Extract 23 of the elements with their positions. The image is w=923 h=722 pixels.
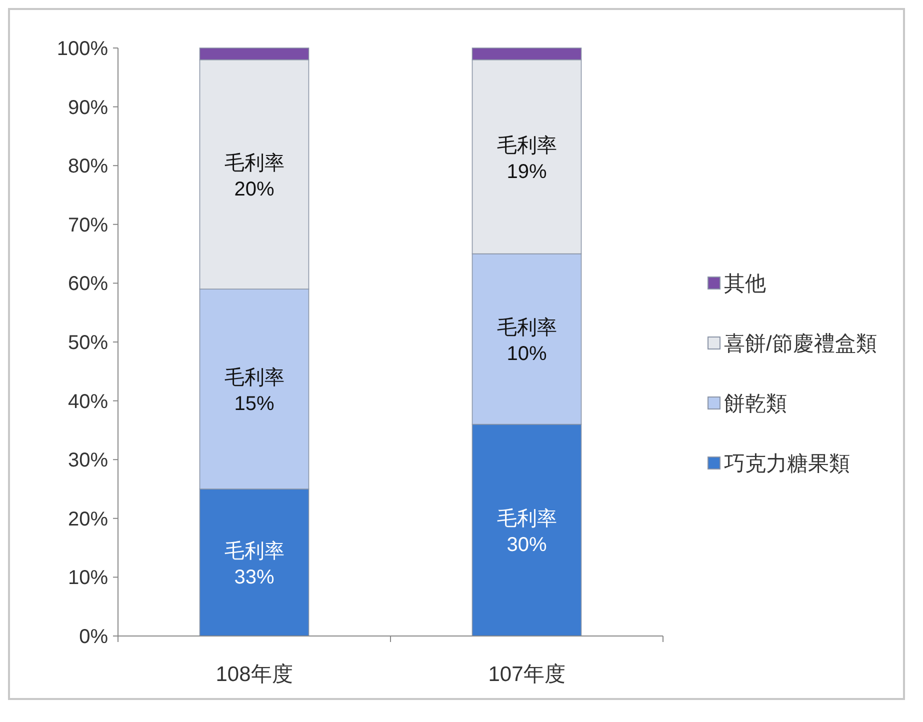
y-tick-label: 50% xyxy=(68,332,108,354)
x-tick-label: 108年度 xyxy=(216,663,293,686)
y-tick-label: 80% xyxy=(68,156,108,178)
legend-label: 巧克力糖果類 xyxy=(724,452,850,476)
legend-label: 喜餅/節慶禮盒類 xyxy=(724,332,877,356)
annotation: 毛利率 15% xyxy=(224,367,284,416)
y-tick-label: 10% xyxy=(68,567,108,590)
x-tick-label: 107年度 xyxy=(488,663,566,686)
annotation: 毛利率 10% xyxy=(496,317,557,366)
y-tick-label: 40% xyxy=(68,390,108,413)
annotation: 毛利率 30% xyxy=(496,508,557,556)
annotation: 毛利率 19% xyxy=(496,134,557,183)
legend-label: 餅乾類 xyxy=(724,392,787,416)
y-tick-label: 90% xyxy=(68,96,108,119)
y-tick-label: 100% xyxy=(56,38,108,60)
y-tick-label: 70% xyxy=(68,214,108,236)
y-tick-label: 60% xyxy=(68,273,108,296)
y-tick-label: 20% xyxy=(68,508,108,530)
legend-label: 其他 xyxy=(724,272,766,296)
annotation: 毛利率 20% xyxy=(224,152,284,200)
y-tick-label: 0% xyxy=(79,626,108,648)
annotation: 毛利率 33% xyxy=(224,540,284,588)
y-tick-label: 30% xyxy=(68,450,108,472)
